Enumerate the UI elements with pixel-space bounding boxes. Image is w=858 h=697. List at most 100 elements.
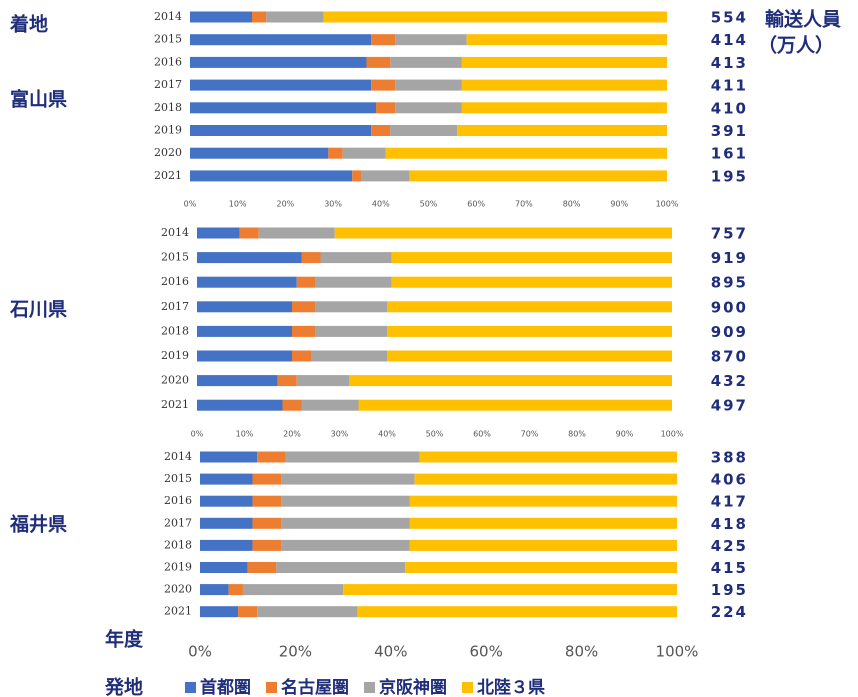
bar-segment xyxy=(357,606,677,618)
bar-segment xyxy=(281,539,410,551)
bar-segment xyxy=(281,495,410,507)
bar-segment xyxy=(190,170,353,182)
x-tick-label: 0% xyxy=(191,430,204,439)
x-tick-label: 20% xyxy=(279,643,312,661)
year-label: 2015 xyxy=(164,472,192,485)
bar-segment xyxy=(239,227,259,239)
panel-label: 富山県 xyxy=(10,88,67,111)
total-label: 757 xyxy=(711,225,748,243)
x-tick-label: 30% xyxy=(331,430,349,439)
year-label: 2017 xyxy=(164,516,192,529)
bar-segment xyxy=(409,539,677,551)
total-label: 900 xyxy=(711,298,748,316)
bar-segment xyxy=(366,56,391,68)
year-label: 2014 xyxy=(161,226,189,239)
bar-segment xyxy=(395,102,462,114)
bar-segment xyxy=(320,252,392,264)
x-tick-label: 40% xyxy=(378,430,396,439)
total-label: 406 xyxy=(711,471,748,489)
total-label: 417 xyxy=(711,493,748,511)
bar-segment xyxy=(281,517,410,529)
total-label: 195 xyxy=(711,581,748,599)
total-label: 919 xyxy=(711,249,748,267)
year-label: 2019 xyxy=(154,124,182,137)
total-label: 418 xyxy=(711,515,748,533)
volume-label: 輸送人員 xyxy=(765,8,841,31)
year-label: 2015 xyxy=(154,33,182,46)
bar-segment xyxy=(200,473,253,485)
panel-label: 福井県 xyxy=(9,513,67,536)
bar-segment xyxy=(252,539,282,551)
bar-segment xyxy=(405,562,677,573)
bar-segment xyxy=(328,147,343,159)
year-label: 年度 xyxy=(105,628,144,651)
bar-segment xyxy=(200,539,253,551)
bar-segment xyxy=(190,34,372,46)
total-label: 413 xyxy=(711,54,748,72)
bar-segment xyxy=(315,301,387,313)
bar-segment xyxy=(311,350,387,362)
total-label: 414 xyxy=(711,31,748,49)
bar-segment xyxy=(301,399,359,411)
x-tick-label: 80% xyxy=(565,643,598,661)
x-tick-label: 80% xyxy=(563,200,581,209)
total-label: 411 xyxy=(711,77,748,95)
bar-segment xyxy=(200,584,229,596)
bar-segment xyxy=(395,79,462,91)
x-tick-label: 60% xyxy=(473,430,491,439)
total-label: 161 xyxy=(711,145,748,163)
total-label: 909 xyxy=(711,323,748,341)
bar-segment xyxy=(315,276,392,288)
year-label: 2018 xyxy=(164,538,192,551)
bar-segment xyxy=(228,584,243,596)
legend-swatch xyxy=(266,682,277,693)
bar-segment xyxy=(349,375,672,387)
x-tick-label: 50% xyxy=(426,430,444,439)
year-label: 2021 xyxy=(161,398,189,411)
x-tick-label: 70% xyxy=(515,200,533,209)
bar-segment xyxy=(342,147,386,159)
bar-segment xyxy=(200,562,248,573)
bar-segment xyxy=(252,517,282,529)
bar-segment xyxy=(197,227,240,239)
bar-segment xyxy=(461,79,667,91)
bar-segment xyxy=(334,227,672,239)
bar-segment xyxy=(252,495,282,507)
x-tick-label: 80% xyxy=(568,430,586,439)
bar-segment xyxy=(409,495,677,507)
year-label: 2020 xyxy=(154,146,182,159)
bar-segment xyxy=(252,473,282,485)
bar-segment xyxy=(395,34,467,46)
bar-segment xyxy=(197,276,297,288)
x-tick-label: 20% xyxy=(283,430,301,439)
x-tick-label: 90% xyxy=(616,430,634,439)
x-tick-label: 10% xyxy=(236,430,254,439)
bar-segment xyxy=(457,125,667,136)
year-label: 2016 xyxy=(161,275,189,288)
bar-segment xyxy=(461,56,667,68)
bar-segment xyxy=(352,170,362,182)
bar-segment xyxy=(292,350,311,362)
bar-segment xyxy=(387,350,672,362)
x-tick-label: 0% xyxy=(184,200,197,209)
bar-segment xyxy=(200,451,258,463)
bar-segment xyxy=(387,325,672,337)
bar-segment xyxy=(343,584,677,596)
x-tick-label: 100% xyxy=(656,200,679,209)
bar-segment xyxy=(371,34,396,46)
bar-segment xyxy=(390,56,462,68)
year-label: 2016 xyxy=(154,55,182,68)
total-label: 432 xyxy=(711,372,748,390)
year-label: 2015 xyxy=(161,251,189,264)
bar-segment xyxy=(296,375,349,387)
bar-segment xyxy=(190,11,253,23)
total-label: 195 xyxy=(711,167,748,185)
total-label: 415 xyxy=(711,559,748,577)
panel-label: 石川県 xyxy=(9,299,67,321)
total-label: 497 xyxy=(711,397,748,415)
legend-entry: 名古屋圏 xyxy=(281,677,349,697)
year-label: 2017 xyxy=(154,78,182,91)
x-tick-label: 60% xyxy=(467,200,485,209)
total-label: 554 xyxy=(711,9,748,27)
bar-segment xyxy=(419,451,677,463)
